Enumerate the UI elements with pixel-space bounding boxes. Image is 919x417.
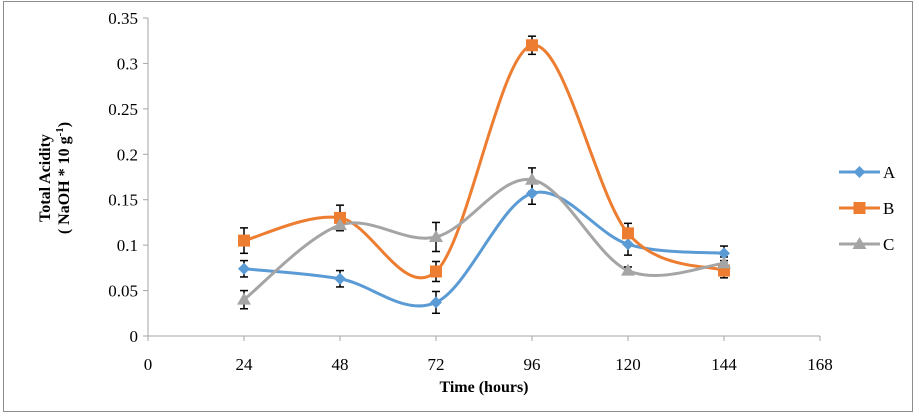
series-a-point — [238, 262, 250, 275]
series-c-point — [525, 172, 539, 185]
series-layer — [237, 35, 731, 315]
x-tick-label: 144 — [711, 355, 737, 374]
error-bars — [240, 35, 728, 315]
legend-b-label: B — [883, 199, 894, 218]
y-tick-label: 0.35 — [108, 9, 138, 28]
x-tick-label: 72 — [428, 355, 445, 374]
series-b-point — [526, 39, 538, 52]
x-tick-label: 48 — [332, 355, 349, 374]
legend-item-a: A — [839, 163, 896, 182]
series-c-point — [237, 292, 251, 305]
axes: 0 0.05 0.1 0.15 0.2 0.25 0.3 0.35 0 24 48 72 96 120 14… — [108, 9, 833, 374]
y-tick-label: 0.25 — [108, 100, 138, 119]
y-tick-label: 0.05 — [108, 282, 138, 301]
series-a-point — [622, 238, 634, 251]
x-tick-label: 96 — [524, 355, 541, 374]
markers — [237, 39, 731, 309]
series-c-point — [717, 256, 731, 269]
legend-b-marker — [853, 202, 866, 214]
series-lines — [243, 43, 725, 308]
series-a-line — [243, 190, 725, 308]
legend-a-label: A — [883, 163, 896, 182]
series-a-point — [334, 272, 346, 285]
y-axis-title-line2: ( NaOH * 10 g-1) — [54, 122, 73, 234]
y-tick-label: 0.2 — [117, 145, 138, 164]
legend-item-c: C — [839, 235, 894, 254]
legend-c-marker — [852, 237, 867, 249]
y-tick-label: 0.1 — [117, 236, 138, 255]
series-b-point — [334, 211, 346, 224]
series-a-point — [430, 296, 442, 309]
legend: ABC — [839, 163, 896, 254]
y-tick-label: 0 — [130, 327, 139, 346]
y-tick-label: 0.15 — [108, 191, 138, 210]
series-c-line — [243, 178, 725, 301]
x-axis-title: Time (hours) — [439, 379, 528, 396]
legend-c-label: C — [883, 235, 894, 254]
y-axis-title: Total Acidity ( NaOH * 10 g-1) — [37, 122, 73, 234]
y-axis-title-line1: Total Acidity — [37, 134, 54, 222]
legend-a-marker — [853, 166, 866, 178]
x-tick-label: 0 — [144, 355, 153, 374]
series-b-point — [238, 234, 250, 247]
x-tick-label: 168 — [807, 355, 833, 374]
legend-item-b: B — [839, 199, 894, 218]
series-a-point — [526, 187, 538, 200]
x-tick-label: 24 — [236, 355, 254, 374]
series-c-point — [333, 218, 347, 231]
chart-frame — [3, 1, 913, 412]
y-tick-label: 0.3 — [117, 54, 138, 73]
series-b-point — [430, 265, 442, 278]
series-b-line — [243, 43, 725, 280]
series-c-point — [429, 229, 443, 242]
series-a-point — [718, 247, 730, 260]
x-tick-label: 120 — [615, 355, 641, 374]
series-b-point — [622, 227, 634, 240]
series-c-point — [621, 263, 635, 276]
